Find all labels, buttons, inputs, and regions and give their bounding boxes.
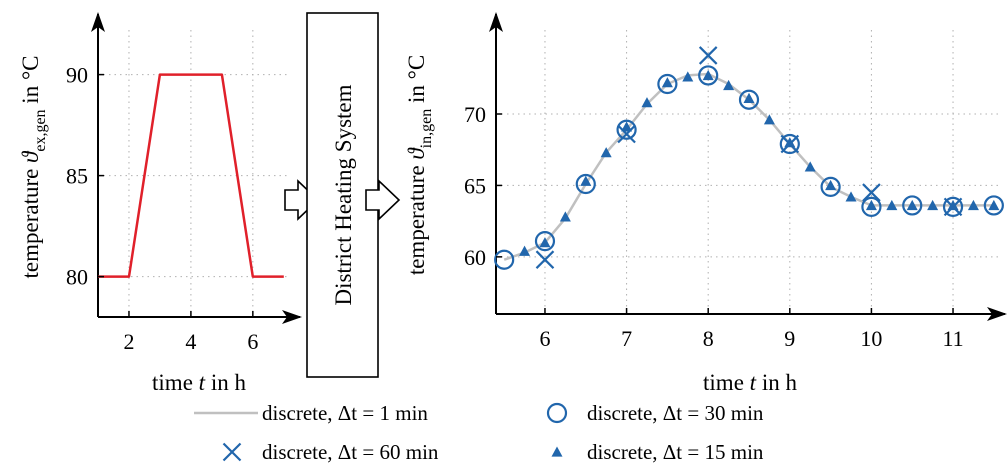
y-tick-label: 60 [464, 245, 486, 270]
data-point-triangle [539, 237, 551, 248]
x-tick-label: 4 [185, 329, 196, 354]
series-x-markers [535, 46, 963, 269]
data-point-circle [534, 231, 556, 252]
data-point-circle [942, 196, 964, 217]
x-tick-label: 9 [784, 326, 795, 351]
output-chart-x-label: time t in h [703, 370, 797, 395]
district-heating-system-label: District Heating System [331, 84, 356, 305]
data-point-triangle [559, 211, 571, 222]
data-point-triangle [763, 114, 775, 125]
output-chart: 6 7 8 9 10 11 60 65 70 time t in h temperature ϑ… [404, 12, 1007, 395]
output-chart-ticks: 6 7 8 9 10 11 60 65 70 [464, 102, 964, 351]
y-tick-label: 80 [66, 265, 88, 290]
y-tick-label: 90 [66, 63, 88, 88]
legend-item: discrete, Δt = 1 min [194, 401, 428, 425]
data-point-triangle [723, 79, 735, 91]
legend: discrete, Δt = 1 min discrete, Δt = 30 mi… [194, 401, 764, 464]
output-chart-grid [496, 30, 1000, 314]
input-chart: 2 4 6 80 85 90 time t in h temperature ϑex,ge… [18, 12, 302, 395]
data-point-triangle [784, 137, 796, 148]
x-tick-label: 10 [860, 326, 882, 351]
series-line-input [98, 73, 284, 278]
data-point-circle [902, 195, 923, 216]
data-point-triangle [641, 97, 653, 108]
input-chart-x-label: time t in h [152, 370, 246, 395]
data-point-triangle [845, 191, 857, 202]
x-tick-label: 6 [247, 329, 258, 354]
x-tick-label: 6 [539, 326, 550, 351]
data-point-circle [820, 176, 841, 197]
series-circle-markers [494, 65, 1004, 270]
data-point-triangle [886, 199, 898, 211]
x-tick-label: 8 [703, 326, 714, 351]
x-tick-label: 11 [942, 326, 963, 351]
data-point-triangle [967, 199, 979, 211]
input-chart-series [98, 73, 284, 278]
input-chart-y-label: temperature ϑex,gen in °C [18, 55, 49, 278]
legend-label: discrete, Δt = 1 min [262, 401, 428, 425]
legend-marker-circle [546, 402, 568, 424]
legend-marker-x [222, 442, 242, 462]
data-point-triangle [600, 147, 612, 158]
data-point-triangle [865, 199, 877, 211]
data-point-triangle [702, 69, 714, 81]
series-triangle-markers [519, 69, 1000, 256]
data-point-circle [738, 89, 760, 110]
legend-item: discrete, Δt = 15 min [551, 440, 764, 464]
data-point-triangle [906, 199, 918, 211]
output-chart-series [494, 46, 1004, 270]
data-point-triangle [804, 161, 816, 172]
legend-label: discrete, Δt = 30 min [587, 401, 764, 425]
data-point-circle [861, 196, 882, 217]
x-tick-label: 2 [123, 329, 134, 354]
data-point-circle [698, 65, 719, 86]
legend-label: discrete, Δt = 15 min [587, 440, 764, 464]
data-point-triangle [825, 179, 837, 191]
data-point-circle [657, 73, 678, 95]
legend-label: discrete, Δt = 60 min [262, 440, 439, 464]
data-point-circle [779, 133, 800, 155]
y-tick-label: 70 [464, 102, 486, 127]
data-point-triangle [988, 199, 1000, 211]
input-chart-ticks: 2 4 6 80 85 90 [66, 63, 258, 354]
data-point-circle [616, 119, 637, 140]
data-point-triangle [519, 245, 531, 256]
data-point-triangle [947, 199, 959, 211]
legend-marker-triangle [551, 446, 563, 457]
data-point-x [535, 250, 555, 269]
y-tick-label: 65 [464, 173, 486, 198]
data-point-circle [494, 249, 515, 270]
data-point-triangle [743, 92, 755, 103]
y-tick-label: 85 [66, 164, 88, 189]
x-tick-label: 7 [621, 326, 632, 351]
data-point-circle [983, 195, 1004, 216]
data-point-triangle [682, 71, 694, 82]
data-point-triangle [621, 121, 633, 132]
block-arrow-out-icon [365, 179, 401, 221]
data-point-circle [575, 173, 596, 195]
input-chart-grid [98, 30, 290, 317]
data-point-x [862, 183, 881, 202]
output-chart-y-label: temperature ϑin,gen in °C [404, 55, 435, 275]
data-point-x [698, 46, 718, 65]
legend-item: discrete, Δt = 60 min [222, 440, 439, 464]
data-point-triangle [661, 77, 673, 88]
legend-item: discrete, Δt = 30 min [546, 401, 764, 425]
data-point-x [617, 124, 636, 144]
data-point-triangle [927, 199, 939, 211]
data-point-triangle [580, 175, 592, 186]
